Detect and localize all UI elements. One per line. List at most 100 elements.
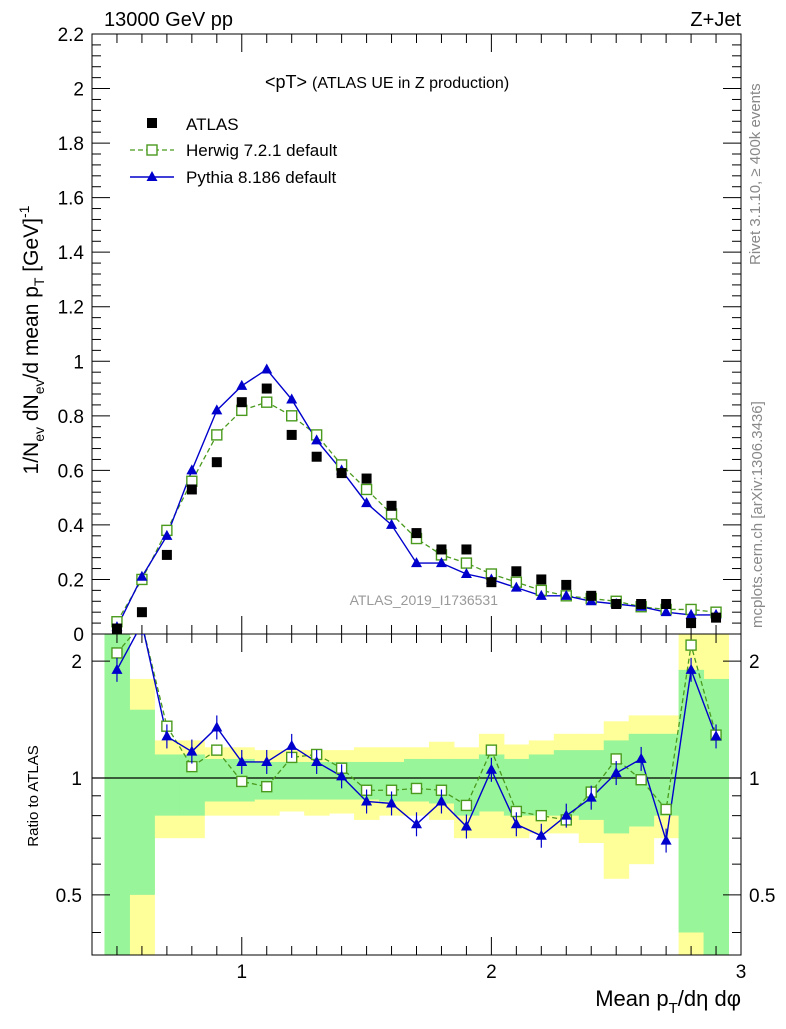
band-inner bbox=[653, 733, 680, 816]
herwig-point bbox=[460, 557, 473, 569]
band-inner bbox=[154, 754, 180, 816]
ratio-pythia-point bbox=[386, 797, 398, 808]
atlas-point bbox=[236, 397, 247, 408]
atlas-point bbox=[411, 528, 422, 539]
band-inner bbox=[104, 634, 130, 955]
herwig-point bbox=[211, 429, 223, 441]
main-ytick-label: 1.6 bbox=[58, 189, 84, 210]
main-ytick-label: 0.2 bbox=[58, 570, 84, 591]
header-right: Z+Jet bbox=[690, 9, 741, 31]
atlas-point bbox=[611, 599, 622, 609]
pythia-point bbox=[361, 497, 373, 508]
pythia-point bbox=[411, 557, 422, 568]
band-inner bbox=[279, 761, 305, 800]
legend-pythia-marker bbox=[146, 171, 158, 181]
ratio-ytick-label-right: 0.5 bbox=[749, 886, 775, 907]
band-inner bbox=[204, 758, 230, 802]
ratio-herwig-point bbox=[485, 744, 498, 756]
atlas-point bbox=[111, 623, 122, 634]
ratio-pythia-point bbox=[685, 663, 697, 674]
atlas-point bbox=[636, 599, 647, 609]
atlas-point bbox=[361, 473, 372, 484]
ratio-pythia-point bbox=[211, 721, 223, 732]
main-ytick-label: 0.8 bbox=[58, 407, 84, 428]
ratio-pythia-point bbox=[710, 730, 722, 741]
ratio-herwig-point bbox=[261, 780, 273, 793]
atlas-point bbox=[511, 566, 522, 577]
ratio-herwig-point bbox=[460, 799, 473, 812]
main-ytick-label: 1.2 bbox=[58, 298, 84, 319]
pythia-point bbox=[136, 570, 148, 581]
header-left: 13000 GeV pp bbox=[104, 9, 233, 31]
ratio-series-group bbox=[111, 634, 722, 853]
ratio-pythia-point bbox=[660, 834, 672, 845]
main-ytick-label: 0.4 bbox=[58, 516, 85, 537]
ratio-ytick-label: 2 bbox=[71, 652, 82, 673]
ratio-pythia-point bbox=[361, 795, 373, 806]
ratio-pythia-point bbox=[336, 770, 348, 781]
ratio-herwig-point bbox=[211, 744, 223, 756]
ratio-ytick-label: 0.5 bbox=[56, 886, 82, 907]
legend-herwig-marker bbox=[146, 144, 158, 156]
ratio-ytick-label-right: 1 bbox=[749, 769, 760, 790]
ratio-pythia-point bbox=[585, 791, 597, 802]
ratio-panel: 0.5 0.5 1 1 2 2 1 2 3 bbox=[56, 633, 775, 983]
ratio-xtick-label: 2 bbox=[486, 962, 497, 983]
herwig-point bbox=[360, 483, 373, 496]
ratio-herwig-point bbox=[660, 803, 672, 816]
ratio-pythia-point bbox=[186, 745, 198, 756]
atlas-point bbox=[561, 579, 572, 590]
main-ylabel: 1/Nev dNev/d mean pT [GeV]-1 bbox=[16, 205, 47, 474]
band-inner bbox=[129, 709, 155, 895]
ratio-pythia-point bbox=[161, 730, 173, 741]
ratio-pythia-point bbox=[286, 739, 298, 750]
pythia-point bbox=[560, 589, 572, 600]
ratio-pythia-point bbox=[435, 795, 447, 806]
ratio-pythia-point bbox=[510, 818, 522, 829]
herwig-point bbox=[285, 410, 298, 422]
ratio-herwig-point bbox=[410, 782, 423, 795]
ratio-pythia-point bbox=[635, 752, 647, 763]
pythia-point bbox=[161, 529, 173, 540]
atlas-point bbox=[586, 590, 597, 601]
ratio-pythia-point bbox=[261, 755, 273, 766]
atlas-point bbox=[486, 577, 497, 588]
pythia-point bbox=[535, 589, 547, 600]
main-ytick-label: 1 bbox=[73, 352, 84, 373]
pythia-point bbox=[510, 581, 522, 592]
atlas-point bbox=[311, 451, 322, 462]
ratio-herwig-point bbox=[635, 774, 647, 786]
ratio-ylabel: Ratio to ATLAS bbox=[25, 745, 42, 846]
atlas-point bbox=[686, 618, 697, 629]
pythia-point bbox=[685, 608, 697, 619]
legend-pythia-label: Pythia 8.186 default bbox=[186, 168, 337, 187]
atlas-point bbox=[336, 468, 347, 479]
ratio-herwig-point bbox=[685, 639, 697, 651]
atlas-point bbox=[711, 612, 722, 623]
ratio-herwig-point bbox=[236, 775, 248, 788]
main-ytick-label: 2.2 bbox=[58, 25, 84, 46]
atlas-point bbox=[661, 599, 672, 609]
legend-atlas-marker bbox=[147, 118, 157, 128]
pythia-point bbox=[386, 518, 398, 529]
atlas-point bbox=[436, 544, 447, 555]
pythia-point bbox=[660, 606, 672, 617]
pythia-point bbox=[286, 393, 298, 404]
main-title: <pT> (ATLAS UE in Z production) bbox=[265, 72, 509, 92]
main-title-main: <pT> bbox=[265, 72, 307, 92]
main-ytick-label: 1.4 bbox=[58, 243, 85, 264]
atlas-point bbox=[211, 457, 222, 468]
ratio-ytick-label: 1 bbox=[71, 769, 82, 790]
ratio-herwig-point bbox=[111, 647, 123, 659]
atlas-point bbox=[261, 383, 272, 394]
main-ytick-label: 2 bbox=[73, 80, 84, 101]
atlas-point bbox=[186, 484, 197, 495]
ratio-pythia-point bbox=[460, 820, 472, 831]
band-inner bbox=[678, 669, 705, 933]
ratio-herwig-point bbox=[535, 809, 548, 822]
ratio-pythia-point bbox=[411, 818, 422, 829]
pythia-point bbox=[311, 434, 323, 445]
ratio-pythia-point bbox=[311, 755, 323, 766]
atlas-point bbox=[136, 607, 147, 618]
